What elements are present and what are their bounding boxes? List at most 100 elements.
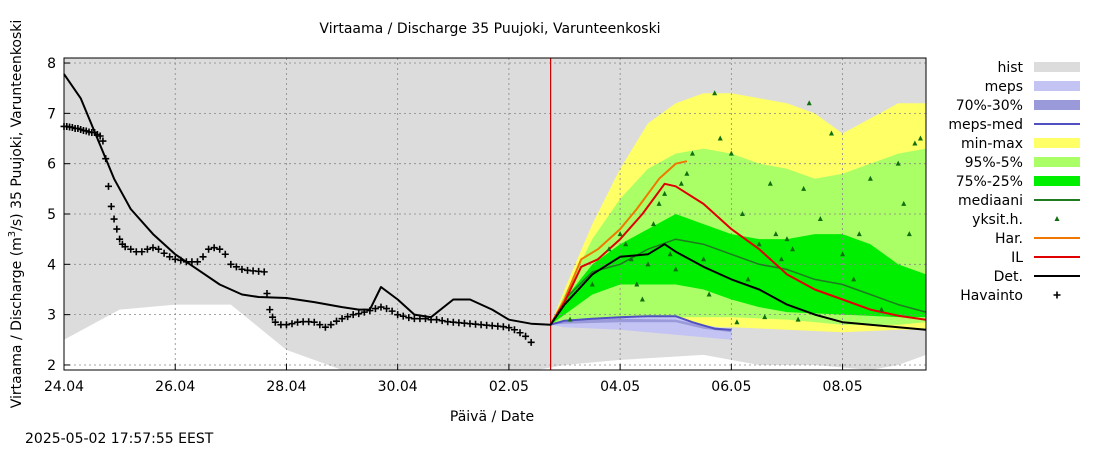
y-tick-label: 3: [47, 308, 56, 324]
series-line-det: [63, 73, 927, 331]
havainto-point: [516, 329, 524, 337]
havainto-point: [316, 321, 324, 329]
chart-title: Virtaama / Discharge 35 Puujoki, Varunte…: [319, 21, 660, 37]
legend-label: mediaani: [958, 193, 1023, 209]
havainto-point: [282, 321, 290, 329]
y-axis-label: Virtaama / Discharge (m3/s) 35 Puujoki, …: [7, 20, 25, 409]
havainto-point: [107, 202, 115, 210]
yksit-point: [639, 296, 645, 302]
havainto-point: [527, 338, 535, 346]
yksit-point: [678, 180, 684, 186]
yksit-point: [856, 231, 862, 237]
yksit-point: [828, 130, 834, 136]
legend-swatch: [1034, 62, 1080, 72]
yksit-point: [795, 316, 801, 322]
y-tick-label: 2: [47, 358, 56, 374]
havainto-point: [321, 323, 329, 331]
havainto-point: [288, 320, 296, 328]
x-tick-label: 30.04: [378, 379, 418, 395]
havainto-point: [388, 307, 396, 315]
havainto-point: [433, 316, 441, 324]
yksit-point: [645, 261, 651, 267]
havainto-point: [383, 305, 391, 313]
havainto-point: [438, 317, 446, 325]
yksit-point: [784, 236, 790, 242]
yksit-point: [917, 135, 923, 141]
timestamp: 2025-05-02 17:57:55 EEST: [25, 431, 214, 447]
x-tick-label: 04.05: [600, 379, 640, 395]
yksit-point: [623, 241, 629, 247]
legend: hist meps 70%-30% meps-med min-max 95%-5% 75%-…: [948, 60, 1080, 304]
havainto-point: [138, 248, 146, 256]
havainto-point: [377, 303, 385, 311]
y-tick-label: 6: [47, 157, 56, 173]
yksit-point: [717, 135, 723, 141]
yksit-point: [567, 316, 573, 322]
yksit-point: [906, 231, 912, 237]
p70-30-band: [550, 318, 732, 333]
yksit-point: [851, 276, 857, 282]
legend-swatch: [1034, 157, 1080, 167]
yksit-point: [656, 200, 662, 206]
legend-label: meps: [985, 79, 1023, 95]
yksit-point: [667, 251, 673, 257]
havainto-point: [522, 332, 530, 340]
havainto-point: [260, 268, 268, 276]
yksit-point: [790, 246, 796, 252]
y-tick-label: 7: [47, 106, 56, 122]
legend-label: IL: [1011, 250, 1023, 266]
y-axis-label-main: Virtaama / Discharge (m: [9, 237, 25, 408]
havainto-point: [238, 265, 246, 273]
tick-layer: 24.04 26.04 28.04 30.04 02.05 04.05 06.05 08.05…: [44, 56, 863, 395]
havainto-point: [405, 314, 413, 322]
havainto-point: [232, 263, 240, 271]
havainto-point: [371, 305, 379, 313]
legend-label: 75%-25%: [956, 174, 1023, 190]
yksit-point: [589, 281, 595, 287]
yksit-point: [762, 314, 768, 320]
yksit-point: [767, 180, 773, 186]
yksit-point: [778, 256, 784, 262]
yksit-point: [684, 170, 690, 176]
havainto-point: [227, 260, 235, 268]
havainto-point: [349, 311, 357, 319]
havainto-point: [127, 245, 135, 253]
y-axis-label-tail: /s) 35 Puujoki, Varunteenkoski: [9, 20, 25, 231]
havainto-point: [166, 253, 174, 261]
series-line-il: [549, 182, 927, 326]
havainto-point: [102, 155, 110, 163]
legend-swatch: [1034, 138, 1080, 148]
yksit-point: [840, 251, 846, 257]
points-layer: [60, 90, 923, 346]
legend-label: Det.: [994, 269, 1023, 285]
havainto-point: [310, 318, 318, 326]
havainto-point: [96, 132, 104, 140]
y-tick-label: 4: [47, 257, 56, 273]
x-tick-label: 26.04: [155, 379, 195, 395]
yksit-point: [617, 231, 623, 237]
yksit-point: [634, 281, 640, 287]
havainto-point: [110, 215, 118, 223]
havainto-point: [193, 258, 201, 266]
havainto-point: [104, 182, 112, 190]
grid-layer: [63, 58, 926, 370]
legend-swatch: [1053, 291, 1061, 299]
yksit-point: [734, 319, 740, 325]
x-tick-label: 24.04: [44, 379, 84, 395]
havainto-point: [333, 317, 341, 325]
havainto-point: [399, 312, 407, 320]
p75-25-band: [550, 214, 926, 325]
legend-label: 70%-30%: [956, 98, 1023, 114]
havainto-point: [263, 290, 271, 298]
yksit-point: [728, 150, 734, 156]
legend-label: Har.: [995, 231, 1023, 247]
yksit-point: [701, 256, 707, 262]
havainto-point: [327, 321, 335, 329]
havainto-point: [210, 244, 218, 252]
yksit-point: [673, 266, 679, 272]
havainto-point: [99, 137, 107, 145]
havainto-point: [149, 244, 157, 252]
havainto-point: [344, 313, 352, 321]
legend-label: meps-med: [948, 117, 1023, 133]
